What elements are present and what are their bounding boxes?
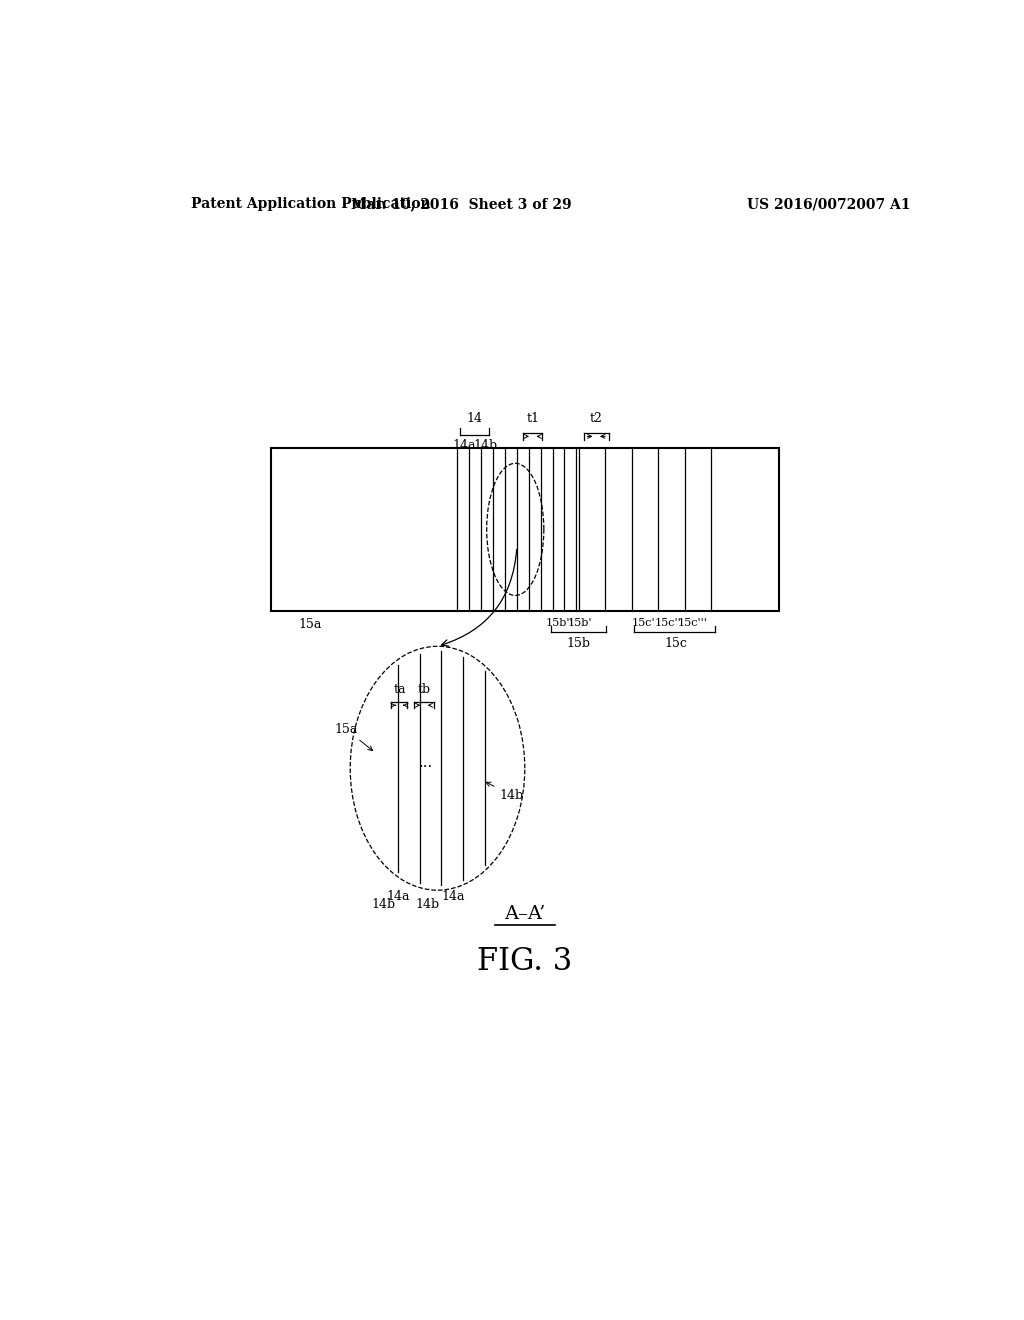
Text: t2: t2 <box>590 412 603 425</box>
Text: 14b: 14b <box>416 899 440 911</box>
Bar <box>270 447 779 611</box>
Text: 15c: 15c <box>665 638 687 651</box>
Text: FIG. 3: FIG. 3 <box>477 946 572 977</box>
Text: 14a: 14a <box>452 440 475 451</box>
Text: ...: ... <box>419 756 433 770</box>
Text: US 2016/0072007 A1: US 2016/0072007 A1 <box>748 197 910 211</box>
Text: 14b: 14b <box>473 440 498 451</box>
Text: 15b'': 15b'' <box>546 618 573 628</box>
Text: 15b': 15b' <box>568 618 593 628</box>
Text: ta: ta <box>393 682 406 696</box>
Text: A–A’: A–A’ <box>504 904 546 923</box>
Text: 14b: 14b <box>372 899 395 911</box>
Text: 14: 14 <box>467 412 482 425</box>
Text: 15c': 15c' <box>632 618 655 628</box>
Text: Mar. 10, 2016  Sheet 3 of 29: Mar. 10, 2016 Sheet 3 of 29 <box>351 197 571 211</box>
Text: 15b: 15b <box>566 638 591 651</box>
Text: Patent Application Publication: Patent Application Publication <box>191 197 431 211</box>
Text: t1: t1 <box>526 412 540 425</box>
Text: 14b: 14b <box>486 783 523 801</box>
Text: 15c''': 15c''' <box>678 618 708 628</box>
Text: 14a: 14a <box>441 890 465 903</box>
Text: 15a: 15a <box>334 722 373 751</box>
Text: 15a: 15a <box>299 618 322 631</box>
Text: 15c'': 15c'' <box>654 618 681 628</box>
Text: 14a: 14a <box>386 890 410 903</box>
Text: tb: tb <box>418 682 430 696</box>
